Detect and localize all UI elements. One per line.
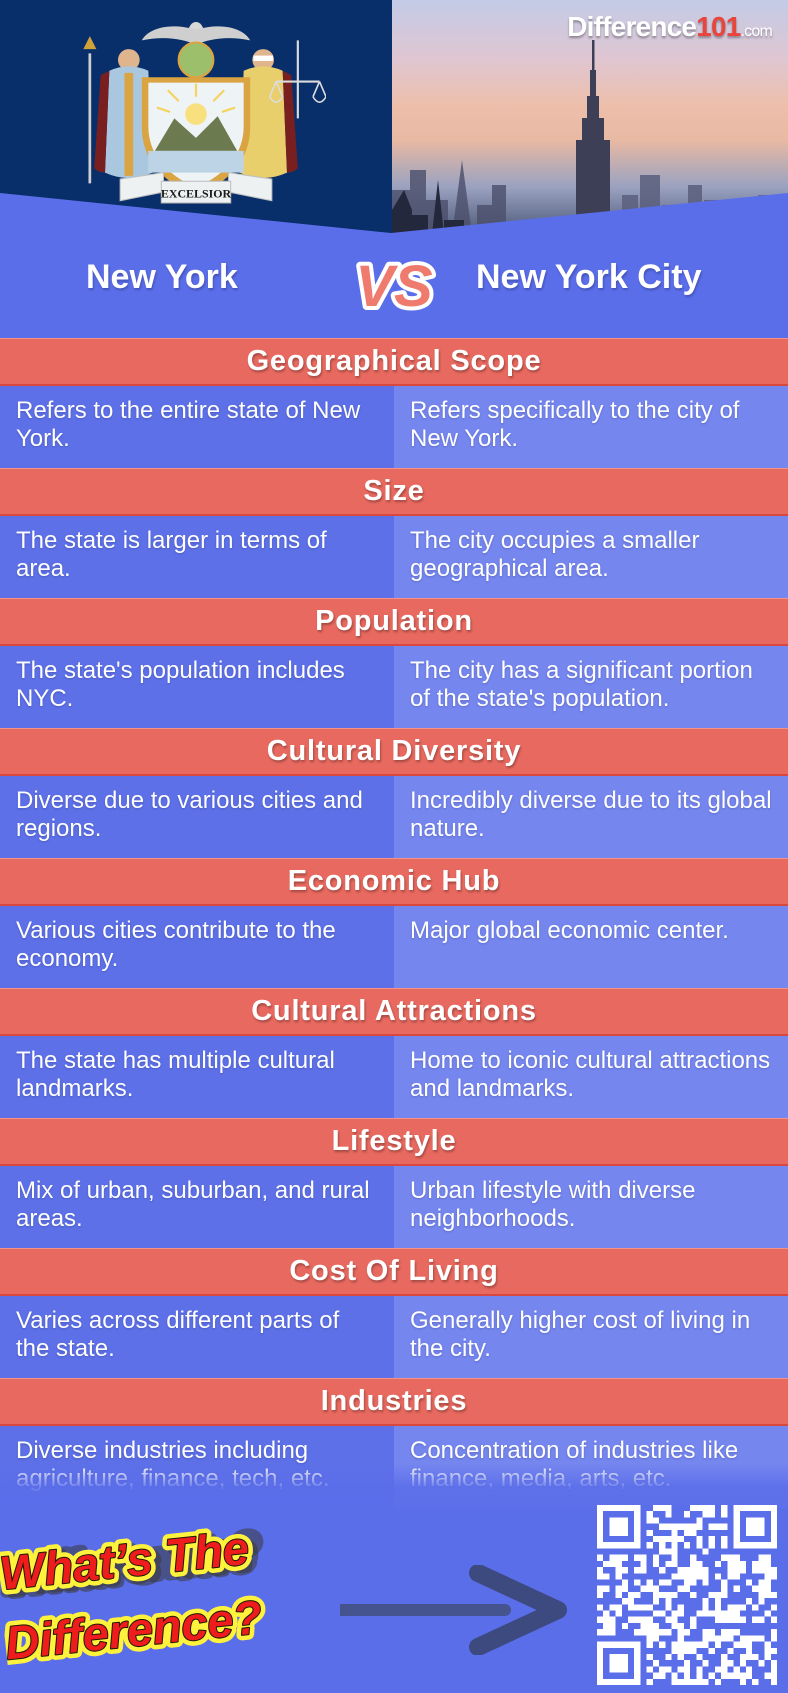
svg-text:Difference?: Difference? bbox=[3, 1590, 265, 1670]
